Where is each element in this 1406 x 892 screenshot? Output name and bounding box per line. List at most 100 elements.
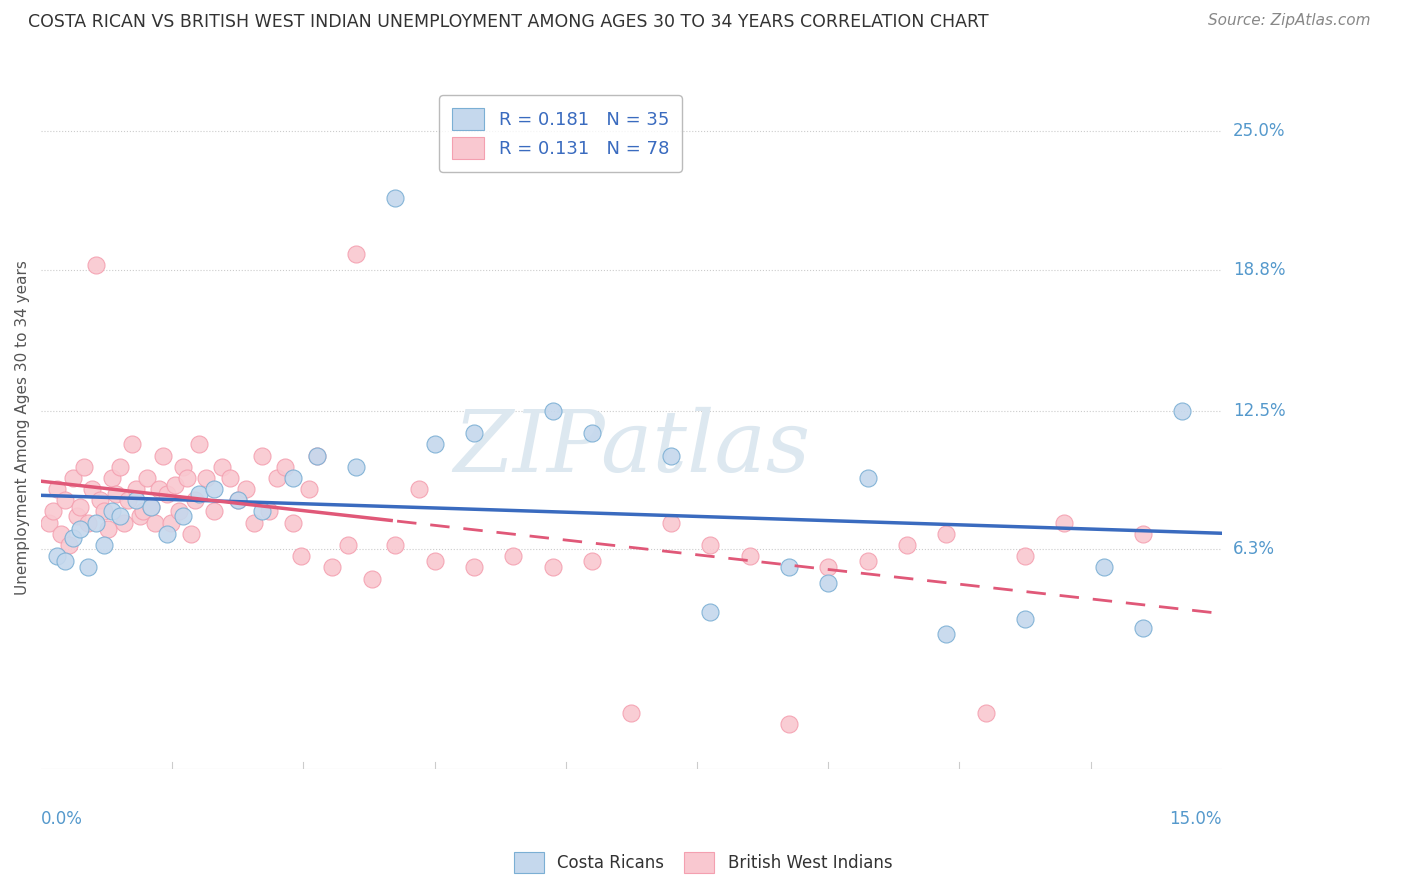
Point <box>141 500 163 514</box>
Point <box>974 706 997 720</box>
Point <box>89 493 111 508</box>
Point <box>84 516 107 530</box>
Point <box>659 449 682 463</box>
Point <box>187 437 209 451</box>
Point <box>541 403 564 417</box>
Text: 0.0%: 0.0% <box>41 810 83 828</box>
Point <box>463 426 485 441</box>
Text: 6.3%: 6.3% <box>1233 541 1275 558</box>
Point <box>581 426 603 441</box>
Point <box>817 576 839 591</box>
Text: 12.5%: 12.5% <box>1233 401 1285 420</box>
Point <box>226 493 249 508</box>
Point <box>856 554 879 568</box>
Point <box>42 504 65 518</box>
Point <box>136 471 159 485</box>
Point <box>699 538 721 552</box>
Point <box>69 500 91 514</box>
Point <box>1014 549 1036 564</box>
Point <box>152 449 174 463</box>
Point <box>187 486 209 500</box>
Point <box>53 554 76 568</box>
Point <box>128 508 150 523</box>
Point <box>360 572 382 586</box>
Point <box>242 516 264 530</box>
Point <box>502 549 524 564</box>
Point <box>250 504 273 518</box>
Point <box>53 493 76 508</box>
Point <box>69 522 91 536</box>
Point <box>97 522 120 536</box>
Point <box>1132 621 1154 635</box>
Point <box>163 477 186 491</box>
Point <box>93 538 115 552</box>
Point <box>176 471 198 485</box>
Point <box>423 437 446 451</box>
Point <box>337 538 360 552</box>
Point <box>738 549 761 564</box>
Point <box>281 471 304 485</box>
Point <box>817 560 839 574</box>
Point <box>38 516 60 530</box>
Point <box>143 516 166 530</box>
Text: Source: ZipAtlas.com: Source: ZipAtlas.com <box>1208 13 1371 29</box>
Point <box>58 538 80 552</box>
Point <box>298 482 321 496</box>
Point <box>384 191 406 205</box>
Text: 25.0%: 25.0% <box>1233 122 1285 140</box>
Point <box>305 449 328 463</box>
Point <box>77 560 100 574</box>
Point <box>778 560 800 574</box>
Point <box>211 459 233 474</box>
Point <box>49 526 72 541</box>
Point <box>659 516 682 530</box>
Point <box>581 554 603 568</box>
Point <box>202 504 225 518</box>
Point <box>1053 516 1076 530</box>
Point <box>1171 403 1194 417</box>
Point <box>82 482 104 496</box>
Point <box>108 459 131 474</box>
Point <box>274 459 297 474</box>
Point <box>73 459 96 474</box>
Point <box>172 459 194 474</box>
Point <box>45 482 67 496</box>
Point <box>259 504 281 518</box>
Point <box>305 449 328 463</box>
Y-axis label: Unemployment Among Ages 30 to 34 years: Unemployment Among Ages 30 to 34 years <box>15 260 30 595</box>
Point <box>124 493 146 508</box>
Point <box>384 538 406 552</box>
Point <box>541 560 564 574</box>
Point <box>290 549 312 564</box>
Point <box>463 560 485 574</box>
Point <box>183 493 205 508</box>
Point <box>281 516 304 530</box>
Point <box>62 531 84 545</box>
Point <box>1132 526 1154 541</box>
Point <box>1014 612 1036 626</box>
Point <box>620 706 643 720</box>
Point <box>62 471 84 485</box>
Point <box>167 504 190 518</box>
Text: 15.0%: 15.0% <box>1170 810 1222 828</box>
Legend: Costa Ricans, British West Indians: Costa Ricans, British West Indians <box>508 846 898 880</box>
Point <box>423 554 446 568</box>
Point <box>148 482 170 496</box>
Point <box>108 508 131 523</box>
Point <box>699 605 721 619</box>
Point <box>93 504 115 518</box>
Point <box>896 538 918 552</box>
Point <box>156 526 179 541</box>
Point <box>408 482 430 496</box>
Point <box>195 471 218 485</box>
Point <box>45 549 67 564</box>
Point <box>935 627 957 641</box>
Point <box>219 471 242 485</box>
Point <box>226 493 249 508</box>
Point <box>321 560 343 574</box>
Point <box>160 516 183 530</box>
Point <box>101 504 124 518</box>
Legend: R = 0.181   N = 35, R = 0.131   N = 78: R = 0.181 N = 35, R = 0.131 N = 78 <box>439 95 682 172</box>
Point <box>344 459 367 474</box>
Point <box>856 471 879 485</box>
